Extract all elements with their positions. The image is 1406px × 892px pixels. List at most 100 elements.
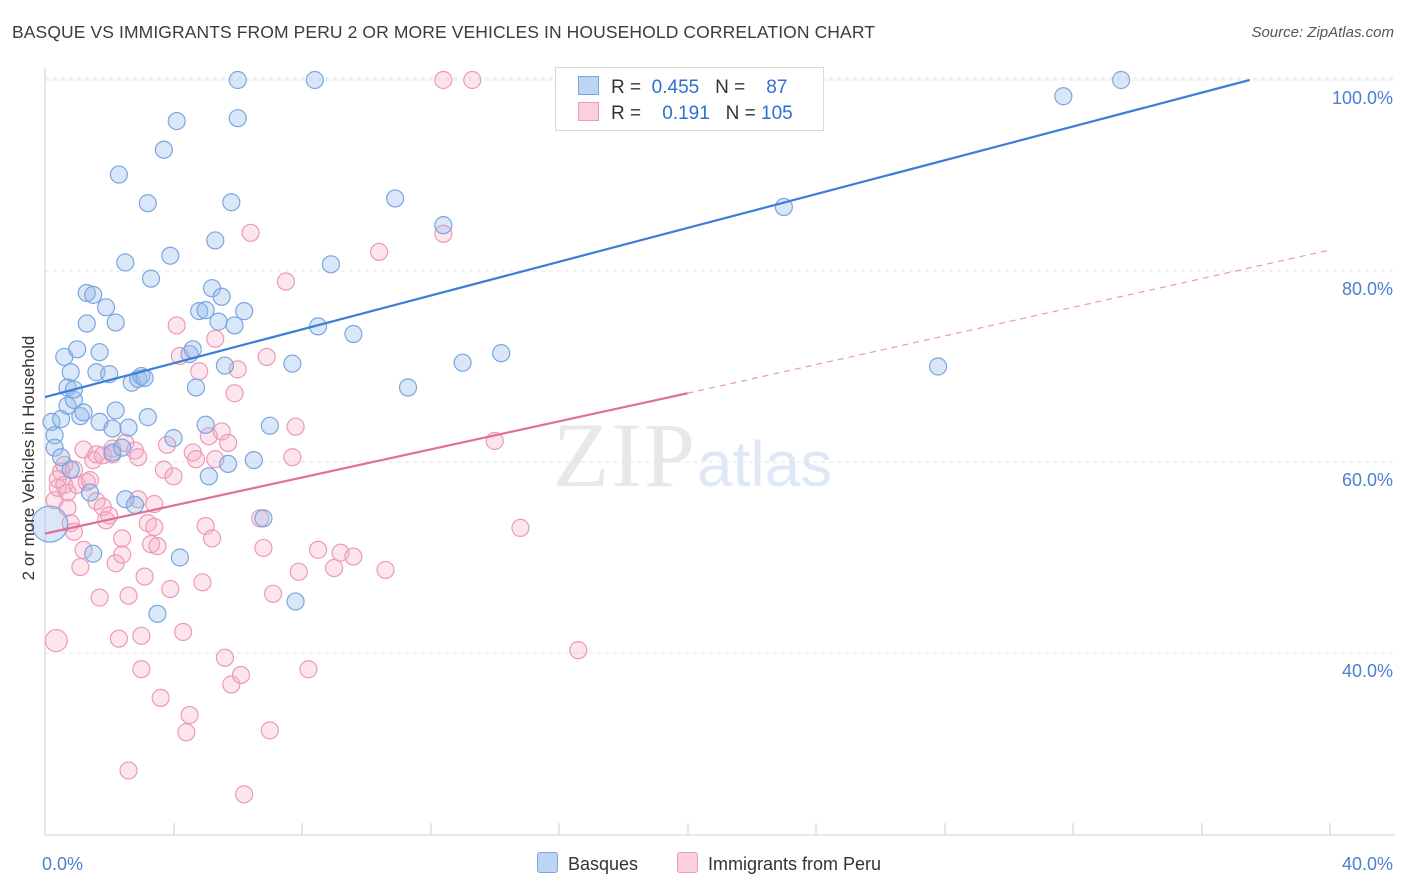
- x-tick-label: 0.0%: [42, 854, 83, 874]
- watermark: ZIPatlas: [553, 402, 832, 508]
- bottom-legend-peru: Immigrants from Peru: [677, 852, 881, 875]
- peru-point: [84, 450, 103, 470]
- peru-point: [325, 558, 344, 578]
- basque-point: [225, 316, 244, 335]
- basque-point: [286, 592, 305, 611]
- peru-point: [148, 536, 167, 556]
- peru-point: [283, 448, 302, 467]
- peru-point: [154, 460, 173, 479]
- legend-r-label: R =: [611, 103, 642, 124]
- basque-point: [154, 140, 173, 159]
- peru-point: [219, 433, 238, 452]
- basque-point: [170, 548, 190, 567]
- basque-point: [45, 438, 64, 457]
- basque-point: [141, 269, 161, 288]
- basque-point: [260, 416, 279, 435]
- peru-point: [215, 648, 234, 667]
- peru-point: [112, 545, 132, 564]
- basque-point: [305, 70, 324, 90]
- basque-point: [928, 357, 948, 376]
- peru-point: [569, 641, 588, 660]
- legend-r-value-peru: 0.191: [662, 103, 710, 124]
- chart-title: BASQUE VS IMMIGRANTS FROM PERU 2 OR MORE…: [12, 22, 876, 42]
- peru-point: [286, 417, 305, 436]
- peru-point: [145, 517, 164, 537]
- basque-point: [45, 426, 64, 445]
- basque-point: [135, 368, 154, 388]
- bottom-legend-swatch-blue: [537, 852, 558, 873]
- bottom-legend-swatch-pink: [677, 852, 698, 873]
- basque-point: [116, 253, 135, 272]
- basques-trend-line: [44, 78, 1250, 399]
- trend-lines: [44, 78, 1331, 535]
- peru-point: [174, 622, 193, 642]
- peru-point: [241, 223, 260, 242]
- basque-point: [138, 408, 157, 427]
- basque-point: [148, 604, 167, 623]
- peru-point: [260, 721, 279, 740]
- basque-point: [398, 378, 418, 397]
- peru-point: [463, 70, 482, 90]
- basque-point: [116, 490, 135, 509]
- peru-point: [119, 586, 138, 605]
- peru-point: [71, 557, 90, 577]
- peru-point: [80, 471, 100, 490]
- basque-point: [219, 454, 238, 474]
- legend-n-value-peru: 105: [761, 103, 793, 124]
- basque-point: [64, 390, 84, 410]
- basque-point: [161, 246, 180, 265]
- peru-point: [289, 562, 308, 581]
- peru-point: [370, 242, 389, 261]
- peru-point: [263, 584, 283, 603]
- basque-point: [321, 255, 341, 274]
- basque-point: [106, 313, 125, 332]
- basque-point: [77, 314, 96, 333]
- watermark-atlas: atlas: [697, 428, 833, 500]
- basque-point: [196, 301, 215, 320]
- bottom-legend-basques: Basques: [537, 852, 638, 875]
- series-basques-points: [31, 70, 1131, 623]
- basque-point: [183, 340, 202, 359]
- basque-point: [74, 403, 93, 422]
- basque-point: [1054, 87, 1073, 106]
- peru-point: [74, 540, 93, 559]
- y-tick-label: 60.0%: [1342, 470, 1393, 490]
- legend-swatch-pink: [578, 102, 599, 121]
- legend-r-label: R =: [611, 77, 642, 98]
- legend-n-label: N =: [725, 103, 756, 124]
- peru-point: [190, 362, 209, 381]
- correlation-legend: R = 0.455 N = 87 R = 0.191 N = 105: [555, 67, 824, 131]
- peru-point: [167, 316, 186, 335]
- basque-point: [434, 216, 453, 235]
- basque-point: [254, 509, 273, 528]
- peru-point: [177, 723, 196, 742]
- peru-trend-line: [44, 392, 688, 535]
- basque-point: [244, 450, 263, 470]
- basque-point: [196, 415, 215, 434]
- basque-point: [68, 340, 87, 359]
- basque-point: [212, 287, 231, 306]
- peru-point: [193, 573, 212, 592]
- basque-point: [453, 353, 472, 372]
- basque-point: [222, 193, 241, 212]
- peru-point: [151, 688, 170, 707]
- basque-point: [190, 302, 209, 321]
- peru-point: [132, 626, 151, 645]
- basque-point: [283, 354, 302, 373]
- peru-point: [44, 628, 68, 653]
- basque-point: [386, 189, 405, 208]
- basque-point: [103, 419, 122, 438]
- peru-point: [222, 675, 241, 694]
- peru-point: [257, 347, 276, 367]
- peru-point: [376, 560, 395, 580]
- peru-point: [212, 422, 231, 441]
- basque-point: [119, 418, 138, 437]
- legend-n-label: N =: [715, 77, 746, 98]
- peru-point: [235, 785, 254, 804]
- basque-point: [84, 285, 103, 304]
- legend-n-value-basques: 87: [766, 77, 788, 98]
- peru-point: [186, 450, 206, 469]
- legend-swatch-blue: [578, 76, 599, 95]
- peru-point: [87, 445, 106, 464]
- basque-point: [215, 356, 234, 375]
